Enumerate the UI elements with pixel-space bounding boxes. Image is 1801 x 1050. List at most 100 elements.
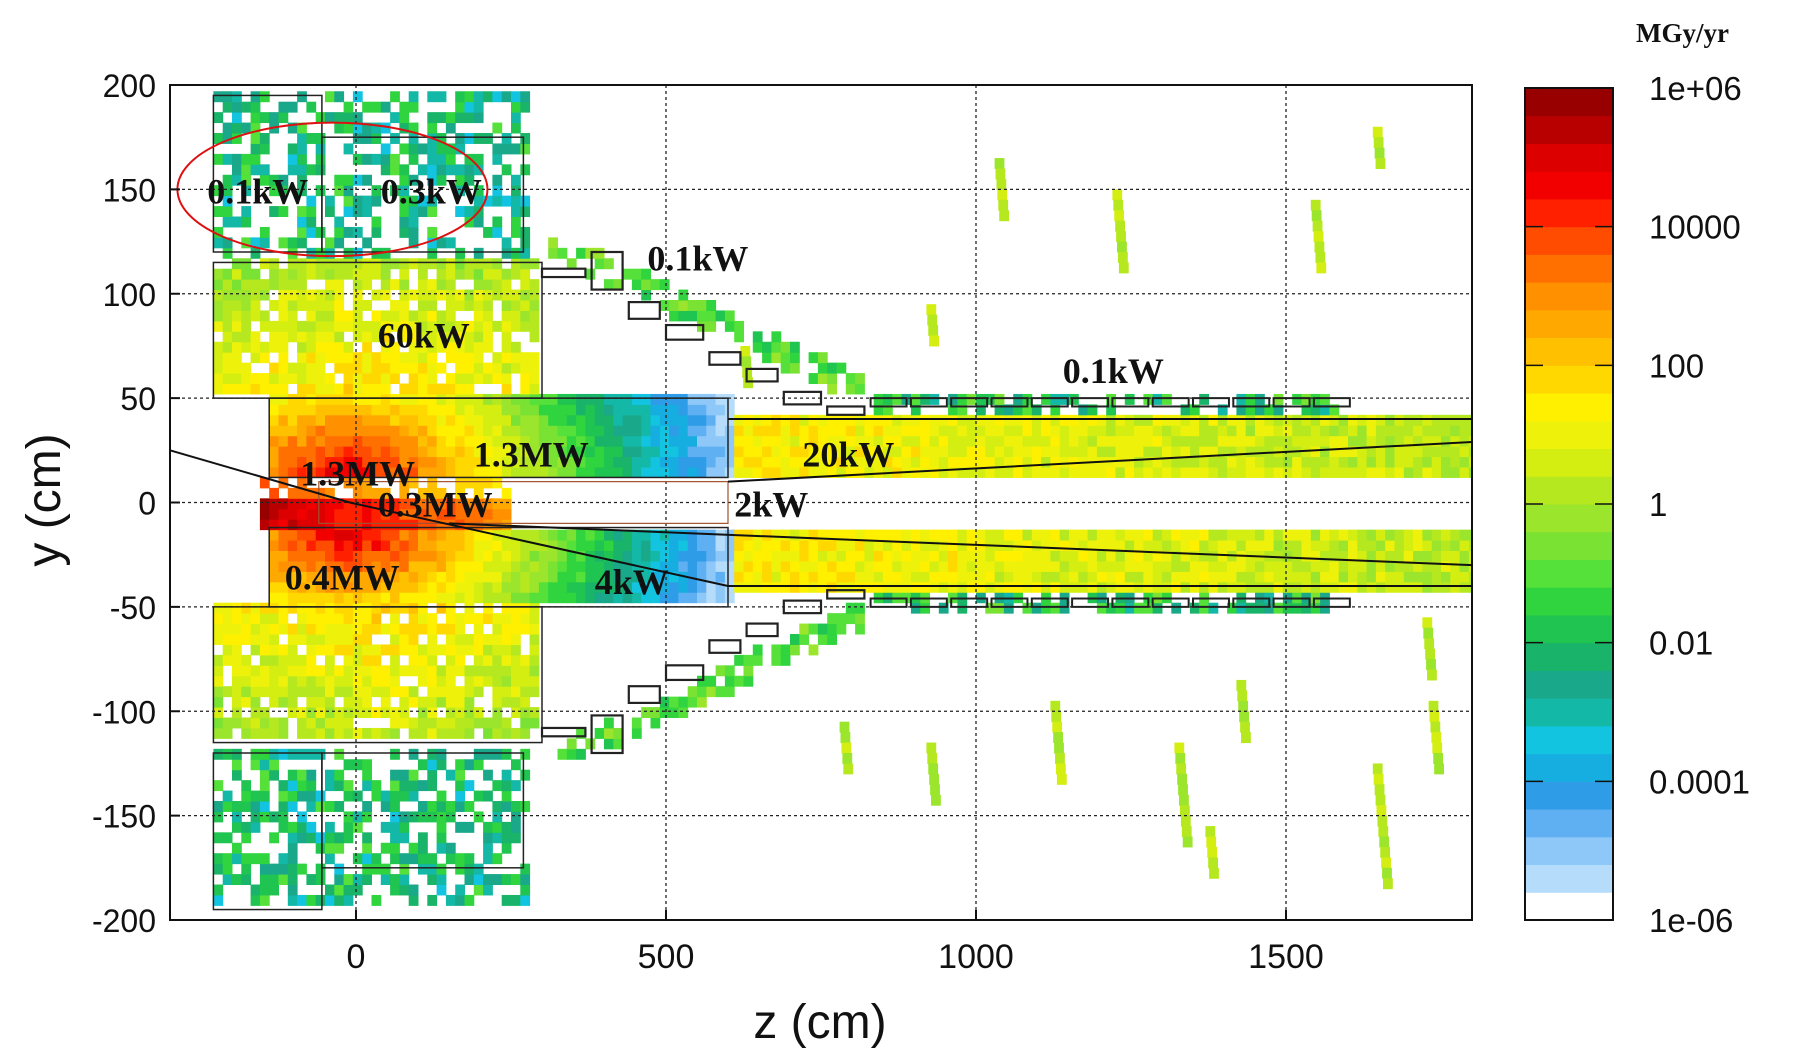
colorbar-tick-label: 0.0001	[1649, 763, 1750, 800]
heatmap-cell	[511, 727, 521, 739]
heatmap-cell	[483, 435, 493, 447]
heatmap-cell	[511, 874, 521, 886]
heatmap-cell	[492, 216, 503, 228]
heatmap-cell	[985, 571, 996, 583]
heatmap-cell	[408, 842, 419, 854]
heatmap-cell	[399, 174, 410, 186]
heatmap-cell	[473, 581, 484, 593]
heatmap-cell	[1236, 602, 1247, 614]
heatmap-cell	[548, 247, 558, 259]
heatmap-cell	[622, 404, 633, 416]
heatmap-cell	[855, 613, 865, 625]
heatmap-cell	[697, 581, 707, 593]
heatmap-cell	[557, 425, 568, 437]
heatmap-cell	[920, 435, 930, 447]
heatmap-cell	[241, 623, 252, 635]
heatmap-cell	[1273, 602, 1284, 614]
heatmap-cell	[427, 331, 438, 343]
outline-box	[708, 639, 742, 654]
heatmap-cell	[1069, 393, 1079, 405]
heatmap-cell	[501, 508, 512, 520]
heatmap-cell	[483, 133, 493, 144]
heatmap-cell	[492, 780, 503, 792]
heatmap-cell	[566, 560, 577, 572]
heatmap-cell	[269, 634, 279, 645]
heatmap-cell	[697, 560, 707, 572]
heatmap-cell	[650, 550, 661, 562]
heatmap-cell	[1282, 540, 1293, 552]
heatmap-cell	[278, 352, 289, 364]
heatmap-cell	[278, 508, 289, 520]
heatmap-cell	[334, 727, 345, 739]
heatmap-cell	[1431, 529, 1442, 541]
heatmap-cell	[455, 414, 465, 426]
heatmap-cell	[473, 759, 484, 771]
heatmap-cell	[1199, 571, 1209, 583]
heatmap-cell	[483, 331, 493, 343]
heatmap-cell	[232, 654, 242, 666]
heatmap-cell	[1394, 560, 1405, 572]
heatmap-cell	[436, 842, 447, 854]
heatmap-cell	[427, 414, 438, 426]
heatmap-cell	[1329, 540, 1340, 552]
heatmap-cell	[464, 383, 475, 395]
heatmap-cell	[371, 519, 382, 531]
heatmap-cell	[799, 425, 810, 437]
heatmap-cell	[1124, 414, 1135, 426]
heatmap-cell	[976, 529, 986, 541]
heatmap-cell	[232, 759, 242, 771]
heatmap-cell	[1413, 425, 1423, 437]
heatmap-cell	[1022, 529, 1033, 541]
heatmap-cell	[845, 435, 856, 447]
heatmap-cell	[352, 393, 363, 405]
heatmap-cell	[362, 467, 372, 478]
heatmap-cell	[306, 341, 317, 353]
heatmap-cell	[352, 247, 363, 259]
heatmap-cell	[1245, 435, 1256, 447]
heatmap-cell	[241, 790, 252, 802]
heatmap-cell	[473, 717, 484, 729]
heatmap-cell	[399, 310, 410, 322]
heatmap-cell	[585, 738, 596, 750]
outline-box	[990, 597, 1029, 608]
heatmap-cell	[390, 602, 400, 614]
heatmap-cell	[390, 821, 400, 833]
heatmap-cell	[762, 540, 772, 552]
heatmap-cell	[780, 644, 791, 656]
heatmap-cell	[557, 560, 568, 572]
heatmap-cell	[232, 289, 242, 301]
heatmap-cell	[1208, 435, 1219, 447]
heatmap-cell	[306, 268, 317, 280]
heatmap-cell	[594, 456, 605, 468]
heatmap-cell	[1134, 602, 1144, 614]
heatmap-cell	[390, 592, 400, 604]
heatmap-cell	[297, 623, 307, 635]
heatmap-cell	[297, 226, 307, 238]
heatmap-cell	[352, 279, 363, 291]
heatmap-cell	[604, 592, 614, 604]
heatmap-cell	[492, 477, 503, 489]
heatmap-cell	[1357, 446, 1368, 458]
heatmap-cell	[808, 529, 819, 541]
heatmap-cell	[520, 665, 531, 677]
heatmap-cell	[455, 373, 465, 385]
heatmap-cell	[631, 540, 642, 552]
heatmap-cell	[278, 686, 289, 698]
heatmap-cell	[492, 696, 503, 708]
heatmap-cell	[362, 571, 372, 583]
heatmap-cell	[492, 435, 503, 447]
heatmap-cell	[1115, 435, 1126, 447]
heatmap-cell	[1264, 602, 1275, 614]
heatmap-cell	[427, 748, 438, 760]
heatmap-cell	[1236, 435, 1247, 447]
heatmap-cell	[548, 467, 558, 478]
heatmap-cell	[213, 206, 224, 218]
heatmap-cell	[371, 707, 382, 719]
heatmap-cell	[1382, 867, 1392, 879]
heatmap-cell	[1087, 529, 1098, 541]
heatmap-cell	[929, 414, 940, 426]
heatmap-cell	[1013, 467, 1023, 478]
heatmap-cell	[1255, 446, 1265, 458]
heatmap-cell	[706, 529, 717, 541]
